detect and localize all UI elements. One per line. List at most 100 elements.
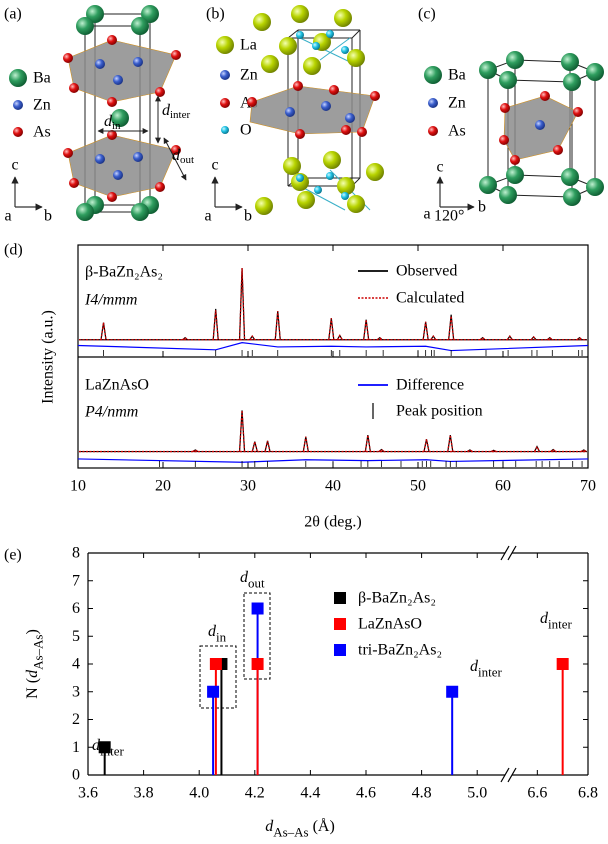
text-part: inter xyxy=(548,616,572,631)
chart-subtitle: I4/mmm xyxy=(84,292,137,309)
annotation: dinter xyxy=(540,610,572,632)
atom xyxy=(283,157,301,175)
panel-label: (c) xyxy=(418,6,436,23)
atom xyxy=(63,148,73,158)
atom xyxy=(479,61,497,79)
calculated-peak xyxy=(506,335,513,341)
axis-break xyxy=(500,545,510,561)
y-tick-label: 7 xyxy=(72,572,80,589)
atom xyxy=(171,50,181,60)
bond-line xyxy=(299,185,346,211)
atom xyxy=(314,186,322,194)
axis-name: c xyxy=(11,157,18,174)
atom xyxy=(341,192,349,200)
atom xyxy=(553,145,563,155)
legend-label: As xyxy=(33,124,51,141)
atom xyxy=(69,178,79,188)
annotation: dinter xyxy=(470,658,502,680)
text-part: ) xyxy=(24,629,41,634)
atom xyxy=(133,152,143,162)
group-box xyxy=(199,645,237,709)
difference-curve xyxy=(77,342,589,352)
calculated-peak xyxy=(530,335,537,341)
text-part: d xyxy=(265,818,274,835)
atom xyxy=(107,97,117,107)
calculated-peak xyxy=(466,449,473,453)
calculated-peak xyxy=(376,336,383,341)
atom xyxy=(337,177,355,195)
calculated-peak xyxy=(378,448,385,453)
atom xyxy=(563,188,581,206)
y-tick-label: 6 xyxy=(72,600,80,617)
x-axis-label: 2θ (deg.) xyxy=(304,514,361,531)
atom xyxy=(479,176,497,194)
distance-label: dout xyxy=(172,147,194,166)
x-tick-label: 40 xyxy=(325,478,341,495)
chart-title: LaZnAsO xyxy=(85,377,149,394)
atom xyxy=(113,170,123,180)
x-tick-label: 4.8 xyxy=(412,785,432,802)
y-tick-label: 2 xyxy=(72,711,80,728)
atom xyxy=(113,75,123,85)
calculated-peak xyxy=(336,334,343,341)
x-tick-label: 3.8 xyxy=(134,785,154,802)
atom xyxy=(253,13,271,31)
stem-marker xyxy=(207,685,220,698)
calculated-peak xyxy=(274,310,281,340)
legend-label: Peak position xyxy=(396,403,483,420)
panel-label: (e) xyxy=(4,547,22,564)
atom xyxy=(341,46,349,54)
legend-label: LaZnAsO xyxy=(358,616,422,633)
atom xyxy=(255,197,273,215)
atom xyxy=(76,203,94,221)
chart-subtitle: P4/nmm xyxy=(84,404,138,421)
atom xyxy=(345,113,355,123)
atom xyxy=(13,100,23,110)
bond-line xyxy=(507,194,573,198)
atom xyxy=(329,85,339,95)
observed-peak xyxy=(364,435,371,452)
legend-label: Difference xyxy=(396,377,464,394)
legend-label: Calculated xyxy=(396,290,464,307)
stem-marker xyxy=(446,685,459,698)
text-part: d xyxy=(92,737,101,754)
atom xyxy=(506,51,524,69)
legend-label: Observed xyxy=(396,263,457,280)
atom xyxy=(296,31,304,39)
calculated-peak xyxy=(328,318,335,340)
atom xyxy=(366,163,384,181)
calculated-peak xyxy=(448,316,455,340)
calculated-peak xyxy=(490,449,497,453)
atom xyxy=(561,53,579,71)
text-part: As–As xyxy=(30,635,45,670)
bond-line xyxy=(514,59,571,63)
legend-label: Zn xyxy=(448,95,466,112)
y-axis-label: Intensity (a.u.) xyxy=(40,310,57,404)
calculated-peak xyxy=(422,321,429,340)
atom xyxy=(499,186,517,204)
observed-peak xyxy=(212,308,219,340)
angle-label: 120° xyxy=(434,208,464,225)
atom xyxy=(261,55,279,73)
calculated-peak xyxy=(550,448,557,453)
stem-marker xyxy=(556,658,569,670)
atom xyxy=(216,36,234,54)
text-part: N ( xyxy=(24,678,41,699)
atom xyxy=(303,57,321,75)
atom xyxy=(131,203,149,221)
atom xyxy=(131,17,149,35)
legend-label: Ba xyxy=(448,67,466,84)
x-tick-label: 30 xyxy=(240,478,256,495)
calculated-peak xyxy=(546,336,553,341)
atom xyxy=(563,73,581,91)
text-part: out xyxy=(248,575,265,590)
bond-line xyxy=(514,174,571,178)
x-tick-label: 60 xyxy=(495,478,511,495)
atom xyxy=(540,91,550,101)
atom xyxy=(295,129,305,139)
bond-line xyxy=(319,37,351,61)
legend-swatch xyxy=(334,618,346,630)
annotation: dout xyxy=(240,569,265,591)
atom xyxy=(279,37,297,55)
